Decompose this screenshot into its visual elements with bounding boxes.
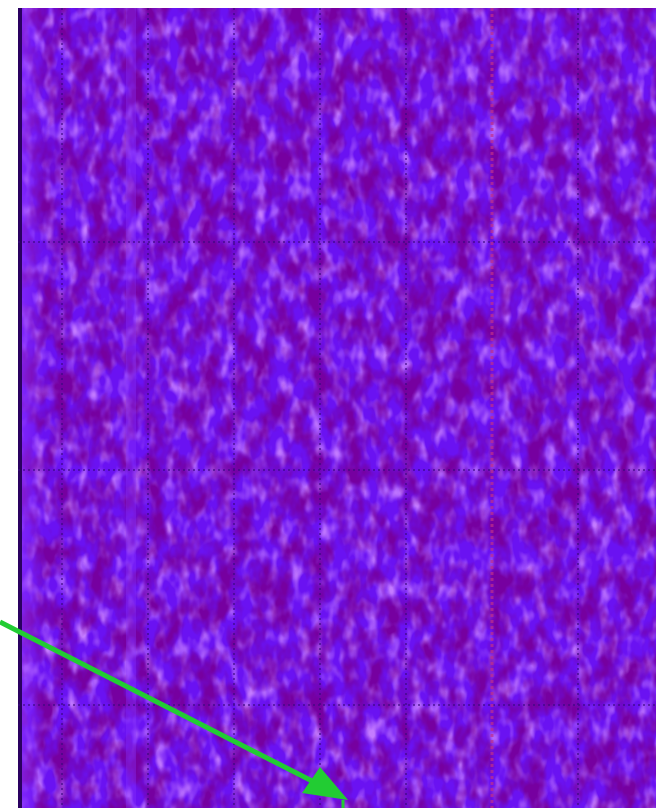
waterfall-screenshot — [0, 0, 656, 808]
left-edge — [18, 8, 22, 808]
left-bright-band — [22, 8, 44, 808]
page — [0, 0, 656, 808]
dark-texture — [18, 8, 656, 808]
